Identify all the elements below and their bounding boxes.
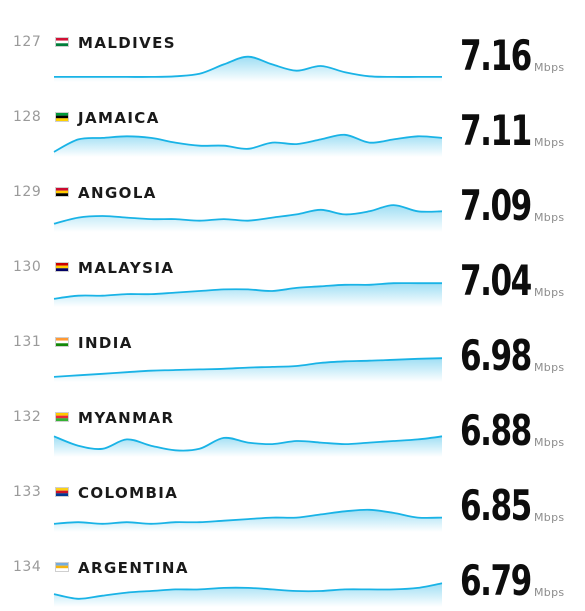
flag-band [56, 268, 68, 271]
country-flag-icon [55, 562, 69, 572]
country-row: 133 COLOMBIA 6.85 Mbps [0, 460, 585, 535]
country-row: 127 MALDIVES 7.16 Mbps [0, 10, 585, 85]
country-flag-icon [55, 412, 69, 422]
country-flag-icon [55, 37, 69, 47]
country-row: 128 JAMAICA 7.11 Mbps [0, 85, 585, 160]
country-row: 130 MALAYSIA 7.04 Mbps [0, 235, 585, 310]
country-flag-icon [55, 487, 69, 497]
country-row: 132 MYANMAR 6.88 Mbps [0, 385, 585, 460]
country-name: MYANMAR [78, 409, 175, 427]
sparkline-line [53, 133, 443, 153]
speed-unit: Mbps [534, 511, 565, 524]
speed-trend-sparkline [53, 204, 443, 232]
speed-trend-sparkline [53, 282, 442, 307]
sparkline-line [53, 282, 442, 300]
sparkline-line [53, 435, 443, 452]
speed-value: 6.79 [460, 556, 532, 605]
sparkline-area [54, 205, 442, 232]
rank-number: 133 [13, 484, 42, 500]
country-flag-icon [55, 262, 69, 272]
rank-number: 134 [13, 559, 42, 575]
flag-band [56, 343, 68, 346]
flag-band [56, 338, 68, 341]
speed-unit: Mbps [534, 361, 565, 374]
flag-band [56, 413, 68, 416]
flag-band [56, 113, 68, 116]
flag-band [56, 40, 68, 44]
rank-number: 128 [13, 109, 42, 125]
sparkline-line [54, 55, 442, 78]
country-row: 129 ANGOLA 7.09 Mbps [0, 160, 585, 235]
speed-trend-sparkline [53, 133, 443, 157]
sparkline-area [54, 358, 442, 382]
rank-number: 131 [13, 334, 42, 350]
flag-band [56, 565, 68, 569]
flag-band [56, 38, 68, 41]
speed-unit: Mbps [534, 211, 565, 224]
country-row: 131 INDIA 6.98 Mbps [0, 310, 585, 385]
speed-value: 7.11 [460, 106, 532, 155]
speed-trend-sparkline [53, 582, 443, 607]
flag-band [56, 190, 68, 194]
speed-value: 6.98 [460, 331, 532, 380]
flag-band [56, 340, 68, 344]
speed-unit: Mbps [534, 136, 565, 149]
country-flag-icon [55, 112, 69, 122]
sparkline-line [53, 204, 443, 225]
sparkline-line [53, 508, 443, 525]
flag-band [56, 263, 68, 266]
flag-band [56, 265, 68, 269]
speed-value: 7.16 [460, 31, 532, 80]
flag-band [56, 488, 68, 491]
country-row: 134 ARGENTINA 6.79 Mbps [0, 535, 585, 610]
rank-number: 129 [13, 184, 42, 200]
speed-trend-sparkline [53, 357, 443, 382]
speed-trend-sparkline [54, 55, 442, 82]
flag-band [56, 115, 68, 119]
speed-unit: Mbps [534, 61, 565, 74]
speed-unit: Mbps [534, 436, 565, 449]
flag-band [56, 118, 68, 121]
rank-number: 127 [13, 34, 42, 50]
flag-band [56, 493, 68, 496]
country-name: COLOMBIA [78, 484, 179, 502]
speed-value: 7.04 [460, 256, 532, 305]
flag-band [56, 415, 68, 419]
flag-band [56, 418, 68, 421]
speed-trend-sparkline [53, 508, 443, 532]
sparkline-area [54, 583, 442, 607]
country-flag-icon [55, 187, 69, 197]
flag-band [56, 188, 68, 191]
sparkline-line [53, 582, 443, 600]
country-name: ANGOLA [78, 184, 157, 202]
country-name: ARGENTINA [78, 559, 189, 577]
speed-value: 6.85 [460, 481, 532, 530]
country-flag-icon [55, 337, 69, 347]
country-name: MALDIVES [78, 34, 176, 52]
flag-band [56, 568, 68, 571]
country-name: JAMAICA [78, 109, 160, 127]
speed-unit: Mbps [534, 286, 565, 299]
rank-number: 132 [13, 409, 42, 425]
flag-band [56, 490, 68, 494]
speed-unit: Mbps [534, 586, 565, 599]
speed-value: 7.09 [460, 181, 532, 230]
sparkline-area [54, 436, 442, 457]
flag-band [56, 43, 68, 46]
sparkline-area [54, 56, 442, 82]
country-name: MALAYSIA [78, 259, 175, 277]
flag-band [56, 193, 68, 196]
country-name: INDIA [78, 334, 133, 352]
speed-trend-sparkline [53, 435, 443, 457]
sparkline-area [54, 134, 442, 157]
sparkline-line [53, 357, 443, 378]
speed-value: 6.88 [460, 406, 532, 455]
rank-number: 130 [13, 259, 42, 275]
sparkline-area [54, 283, 442, 307]
sparkline-area [54, 509, 442, 532]
flag-band [56, 563, 68, 566]
